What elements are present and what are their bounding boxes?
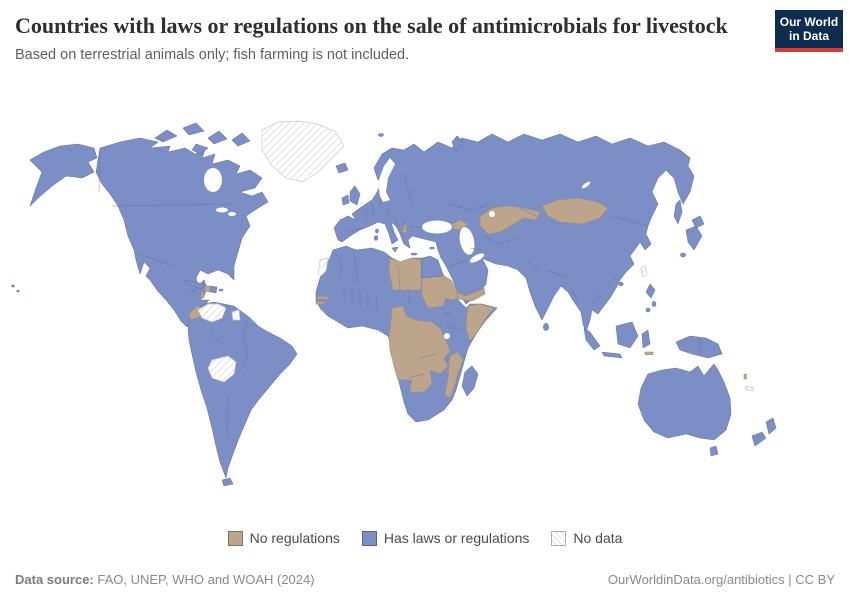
map-region-timor-leste[interactable]: [644, 351, 654, 355]
great-lakes-2: [228, 212, 236, 216]
lake-baikal: [581, 181, 591, 189]
lake-victoria: [444, 333, 450, 339]
baltic-sea: [378, 158, 395, 202]
legend-label: No regulations: [249, 530, 340, 546]
map-region-belize[interactable]: [200, 291, 205, 299]
map-region-somalia[interactable]: [465, 303, 495, 342]
map-country-borders: [98, 151, 701, 439]
map-region-new-guinea[interactable]: [675, 335, 723, 359]
owid-logo[interactable]: Our World in Data: [775, 10, 843, 52]
map-region-eurasia[interactable]: [333, 133, 695, 333]
footer-link[interactable]: OurWorldinData.org/antibiotics | CC BY: [607, 572, 835, 587]
map-region-gambia[interactable]: [316, 296, 329, 300]
chart-header: Countries with laws or regulations on th…: [15, 12, 765, 63]
owid-logo-line1: Our World: [779, 15, 839, 29]
map-region-greenland[interactable]: [261, 120, 345, 183]
map-landmasses: [11, 122, 777, 487]
map-region-new-zealand[interactable]: [751, 417, 777, 447]
map-region-south-america[interactable]: [187, 301, 298, 479]
map-region-central-africa[interactable]: [388, 305, 451, 393]
map-region-philippines[interactable]: [645, 283, 657, 313]
legend-label: No data: [573, 530, 623, 546]
data-source-label: Data source:: [15, 572, 94, 587]
map-region-mozambique[interactable]: [444, 351, 464, 399]
map-region-guinea-bissau[interactable]: [315, 301, 325, 305]
map-region-novaya-zemlya[interactable]: [451, 135, 464, 153]
map-region-hainan[interactable]: [618, 281, 624, 287]
map-region-alaska[interactable]: [29, 143, 98, 207]
map-region-sakhalin[interactable]: [673, 199, 683, 225]
map-region-sri-lanka[interactable]: [543, 323, 549, 331]
legend-swatch-no-data: [551, 530, 567, 546]
map-region-tierra-del-fuego[interactable]: [221, 477, 234, 487]
map-region-mongolia[interactable]: [541, 197, 609, 225]
map-region-madagascar[interactable]: [461, 365, 479, 397]
map-region-bolivia[interactable]: [207, 355, 237, 383]
map-region-tasmania[interactable]: [709, 445, 719, 457]
map-small-islands: [11, 133, 435, 293]
legend-swatch-no-regulations: [227, 530, 243, 546]
map-region-ireland[interactable]: [341, 194, 350, 206]
legend-item-has-laws[interactable]: Has laws or regulations: [361, 530, 530, 546]
map-region-taiwan[interactable]: [640, 265, 648, 278]
legend-item-no-regulations[interactable]: No regulations: [227, 530, 340, 546]
page-title: Countries with laws or regulations on th…: [15, 13, 728, 38]
map-region-indonesia[interactable]: [583, 321, 651, 359]
world-map: [11, 120, 777, 487]
map-region-sudan-eritrea[interactable]: [421, 275, 460, 309]
map-region-western-sahara[interactable]: [317, 257, 329, 277]
map-region-haiti[interactable]: [204, 285, 211, 293]
map-region-new-caledonia[interactable]: [744, 385, 755, 392]
map-region-australia[interactable]: [637, 363, 732, 441]
map-region-yemen[interactable]: [455, 287, 486, 302]
map-region-central-asia[interactable]: [479, 205, 541, 235]
aral-sea: [489, 211, 495, 217]
legend-label: Has laws or regulations: [383, 530, 530, 546]
map-no-regulation-regions: [188, 197, 747, 399]
map-region-north-america[interactable]: [95, 137, 269, 328]
chart-footer: Data source: FAO, UNEP, WHO and WOAH (20…: [15, 572, 835, 587]
map-legend: No regulations Has laws or regulations N…: [0, 530, 850, 546]
chart-subtitle: Based on terrestrial animals only; fish …: [15, 47, 410, 63]
map-no-data-regions: [197, 120, 755, 392]
map-region-libya[interactable]: [388, 257, 422, 291]
data-source-text: FAO, UNEP, WHO and WOAH (2024): [93, 572, 315, 587]
hudson-bay: [204, 168, 222, 192]
data-source: Data source: FAO, UNEP, WHO and WOAH (20…: [15, 572, 315, 587]
map-region-vanuatu[interactable]: [743, 373, 747, 380]
persian-gulf: [469, 253, 485, 263]
map-region-venezuela[interactable]: [197, 303, 227, 323]
great-lakes: [216, 207, 228, 213]
map-region-iceland[interactable]: [335, 162, 349, 174]
owid-logo-line2: in Data: [788, 29, 829, 43]
map-region-albania[interactable]: [401, 223, 408, 234]
map-region-united-kingdom[interactable]: [349, 185, 361, 206]
map-region-japan[interactable]: [680, 215, 705, 258]
legend-swatch-has-laws: [361, 530, 377, 546]
map-canadian-arctic-islands: [154, 122, 251, 155]
black-sea: [422, 220, 452, 234]
map-region-suriname[interactable]: [231, 309, 241, 321]
legend-item-no-data[interactable]: No data: [551, 530, 622, 546]
